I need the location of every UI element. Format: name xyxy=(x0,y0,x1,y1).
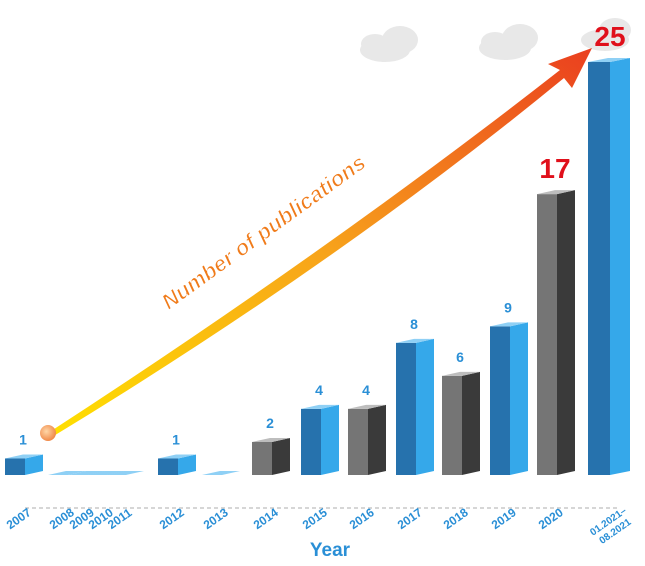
bar xyxy=(396,338,434,475)
value-label: 1 xyxy=(19,431,27,447)
bar xyxy=(301,404,339,475)
bar xyxy=(87,471,125,475)
bar-top xyxy=(442,371,480,376)
bar xyxy=(158,454,196,475)
bar-front xyxy=(301,408,321,475)
bar xyxy=(68,471,106,475)
x-tick-label: 2016 xyxy=(347,505,377,532)
value-label: 2 xyxy=(266,415,274,431)
value-label: 6 xyxy=(456,349,464,365)
value-label: 4 xyxy=(362,382,370,398)
bar-top xyxy=(158,454,196,459)
bar-top xyxy=(301,404,339,409)
x-tick-label: 01.2021–08.2021 xyxy=(588,505,636,548)
bar-top xyxy=(396,338,434,343)
bar-front xyxy=(348,408,368,475)
bar-side xyxy=(272,437,290,475)
bar xyxy=(48,471,86,475)
bar-side xyxy=(510,322,528,475)
bar-side xyxy=(178,454,196,475)
bar-front xyxy=(537,194,557,475)
bar-front xyxy=(396,342,416,475)
value-label: 1 xyxy=(172,431,180,447)
bar-side xyxy=(416,338,434,475)
bar-top xyxy=(588,58,630,62)
x-tick-label: 2018 xyxy=(441,505,471,532)
bar xyxy=(490,322,528,475)
bar xyxy=(202,471,240,475)
value-label: 17 xyxy=(539,153,570,184)
bar-top xyxy=(87,471,125,475)
bar-top xyxy=(202,471,240,475)
bar-top xyxy=(48,471,86,475)
x-tick-label: 2014 xyxy=(251,505,281,532)
x-tick-label: 2013 xyxy=(201,505,231,532)
bar-front xyxy=(442,375,462,475)
bar-top xyxy=(348,404,386,409)
bar xyxy=(5,454,43,475)
bar-top xyxy=(68,471,106,475)
bar xyxy=(348,404,386,475)
trend-arrow xyxy=(48,48,592,437)
bar xyxy=(106,471,144,475)
value-label: 9 xyxy=(504,299,512,315)
bar xyxy=(252,437,290,475)
bar-top xyxy=(5,454,43,459)
arrow-origin xyxy=(40,425,56,441)
bar-top xyxy=(537,190,575,195)
bar xyxy=(442,371,480,475)
bar-side xyxy=(321,404,339,475)
bar-top xyxy=(106,471,144,475)
value-label: 4 xyxy=(315,382,323,398)
bar-front xyxy=(5,458,25,475)
clouds xyxy=(360,18,631,62)
bar-front xyxy=(252,441,272,475)
x-tick-label: 2020 xyxy=(536,505,566,532)
x-tick-label: 2007 xyxy=(4,505,34,532)
bar-front xyxy=(588,62,610,475)
bar-side xyxy=(25,454,43,475)
bar-side xyxy=(462,371,480,475)
value-label: 8 xyxy=(410,316,418,332)
bar-top xyxy=(252,437,290,442)
bar-top xyxy=(490,322,528,327)
x-tick-label: 2012 xyxy=(157,505,187,532)
x-tick-label: 2017 xyxy=(395,505,425,532)
bar xyxy=(537,190,575,475)
bar-side xyxy=(368,404,386,475)
bar xyxy=(588,58,630,475)
bar-side xyxy=(610,58,630,475)
x-tick-label: 2019 xyxy=(489,505,519,532)
bar-front xyxy=(490,326,510,475)
x-axis-label: Year xyxy=(310,540,351,561)
x-tick-label: 2015 xyxy=(300,505,330,532)
bar-side xyxy=(557,190,575,475)
bar-front xyxy=(158,458,178,475)
value-label: 25 xyxy=(594,21,625,52)
